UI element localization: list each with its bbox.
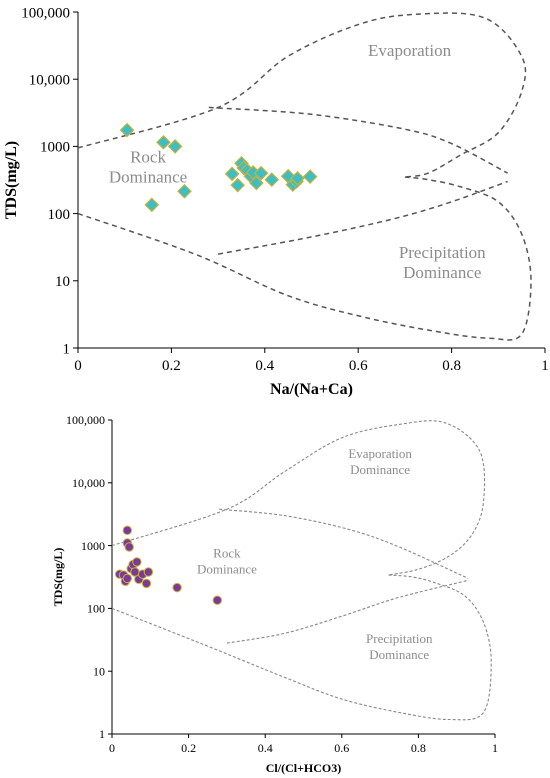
chart1-data-point [290, 170, 305, 186]
chart1-y-tick-label: 1 [63, 341, 71, 357]
chart1-y-axis-title: TDS(mg/L) [3, 141, 20, 219]
chart2-data-point [122, 573, 133, 584]
chart2-x-axis-title: Cl/(Cl+HCO3) [266, 761, 342, 775]
chart1-evaporation-label: Evaporation [368, 41, 452, 60]
chart1-x-tick-label: 1 [541, 358, 549, 374]
chart1-precipitation-boundary [77, 176, 532, 341]
chart1-data-point [249, 175, 264, 191]
chart1-data-point [156, 134, 171, 150]
chart1-y-tick-label: 1000 [40, 140, 70, 156]
chart2-rock-label: Dominance [197, 561, 257, 576]
chart1-y-tick-label: 10 [55, 274, 70, 290]
chart2-y-tick-label: 100 [87, 602, 105, 616]
chart2-data-point [124, 542, 134, 552]
chart2-y-tick-label: 1000 [81, 539, 105, 553]
chart2-x-tick-label: 1 [492, 741, 498, 755]
chart1-rock-label: Dominance [109, 167, 187, 186]
chart1-precipitation-label: Dominance [403, 263, 481, 282]
chart2-x-tick-label: 0 [109, 741, 115, 755]
chart2-y-tick-label: 10 [93, 664, 105, 678]
chart1-x-tick-label: 0.8 [442, 358, 461, 374]
chart1-x-tick-label: 0.2 [162, 358, 181, 374]
chart2-evaporation-label: Evaporation [348, 446, 412, 461]
chart2-y-tick-label: 100,000 [66, 413, 105, 427]
chart1-data-point [224, 166, 240, 182]
chart2-data-point [212, 595, 223, 605]
chart1-y-tick-label: 10,000 [29, 72, 70, 88]
chart2-rock-label: Rock [213, 545, 241, 560]
chart1-x-tick-label: 0.6 [349, 358, 368, 374]
chart1-data-point [144, 197, 160, 213]
chart1-data-point [177, 183, 192, 199]
chart1-data-point [119, 122, 135, 138]
chart1-x-tick-label: 0.4 [255, 358, 274, 374]
chart2-x-tick-label: 0.8 [411, 741, 426, 755]
chart1-precipitation-label: Precipitation [399, 243, 486, 262]
chart2-y-tick-label: 10,000 [72, 476, 105, 490]
chart2-data-point [172, 582, 182, 593]
chart1-x-tick-label: 0 [74, 358, 82, 374]
chart1-x-axis-title: Na/(Na+Ca) [270, 381, 353, 398]
chart1-y-tick-label: 100,000 [21, 5, 70, 21]
chart2-data-point [141, 578, 152, 589]
chart2-x-tick-label: 0.6 [334, 741, 349, 755]
chart1-data-point [264, 172, 280, 188]
chart1-rock-label: Rock [130, 147, 166, 166]
chart1-data-point [253, 165, 269, 181]
chart1-y-tick-label: 100 [48, 207, 71, 223]
chart2-x-tick-label: 0.4 [258, 741, 273, 755]
chart1-rock-lower-boundary [217, 180, 508, 255]
chart2-data-point [132, 557, 142, 567]
chart1-data-point [167, 139, 183, 154]
chart2-x-tick-label: 0.2 [181, 741, 196, 755]
chart1-rock-upper-boundary [208, 106, 508, 174]
chart1-data-point [302, 169, 318, 184]
chart2-y-tick-label: 1 [99, 727, 105, 741]
chart2-evaporation-boundary [111, 420, 486, 576]
chart2-rock-upper-boundary [219, 508, 469, 579]
chart2-data-point [143, 567, 154, 577]
chart2-data-point [122, 525, 133, 536]
chart2-precipitation-label: Precipitation [366, 631, 433, 646]
chart2-evaporation-label: Dominance [350, 462, 410, 477]
chart1-data-point [230, 177, 246, 193]
chart2-y-axis-title: TDS(mg/L) [51, 548, 65, 607]
chart2-precipitation-label: Dominance [369, 647, 429, 662]
chart2-rock-lower-boundary [226, 579, 469, 644]
chart2-precipitation-boundary [111, 574, 492, 721]
chart1-evaporation-boundary [77, 12, 527, 178]
